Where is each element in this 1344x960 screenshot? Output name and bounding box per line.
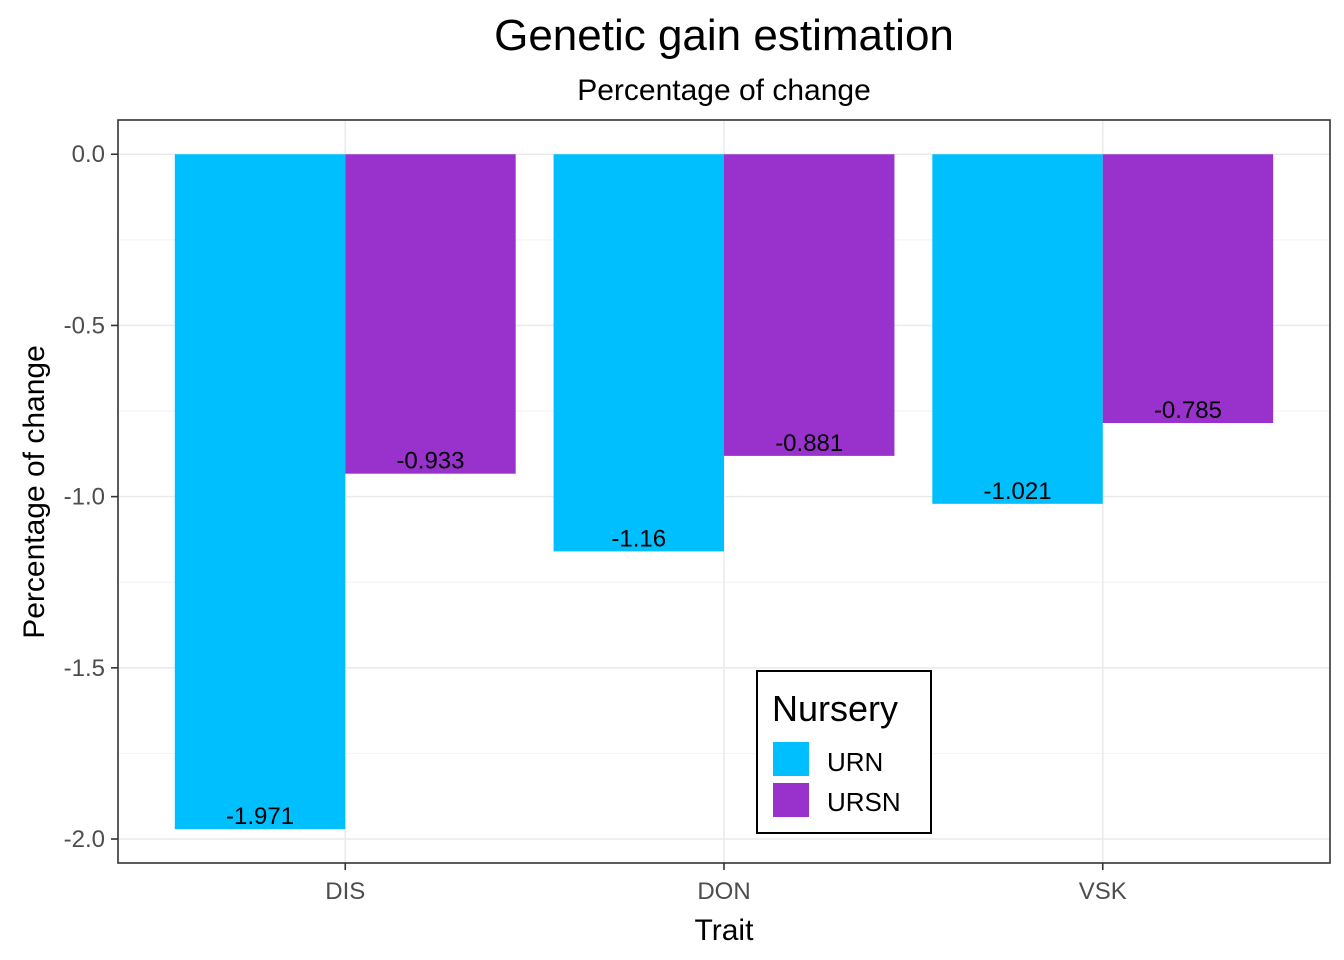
bar-ursn-vsk	[1102, 154, 1274, 424]
x-tick-label: DIS	[325, 878, 365, 905]
bar-ursn-don	[724, 154, 895, 456]
bar-ursn-dis	[345, 154, 516, 474]
legend-label-ursn: URSN	[827, 787, 901, 817]
y-axis: 0.0 -0.5 -1.0 -1.5 -2.0	[64, 141, 118, 853]
legend-swatch-urn	[773, 742, 809, 776]
chart-title: Genetic gain estimation	[494, 11, 954, 60]
y-axis-title: Percentage of change	[18, 345, 51, 639]
y-tick-label: -1.0	[64, 484, 105, 511]
bar-urn-dis	[174, 154, 346, 830]
data-labels: -1.971 -1.16 -1.021 -0.933 -0.881 -0.785	[226, 397, 1222, 830]
bar-urn-don	[553, 154, 724, 552]
chart-subtitle: Percentage of change	[577, 74, 871, 107]
data-label-urn-dis: -1.971	[226, 803, 294, 830]
y-tick-label: -1.5	[64, 655, 105, 682]
legend-title: Nursery	[772, 688, 898, 729]
data-label-ursn-don: -0.881	[775, 430, 843, 457]
legend-swatch-ursn	[773, 783, 809, 817]
data-label-ursn-dis: -0.933	[396, 448, 464, 475]
data-label-urn-vsk: -1.021	[984, 478, 1052, 505]
x-tick-label: VSK	[1079, 878, 1127, 905]
legend: Nursery URN URSN	[756, 670, 932, 834]
x-axis-title: Trait	[695, 914, 755, 947]
x-tick-label: DON	[697, 878, 750, 905]
y-tick-label: -0.5	[64, 312, 105, 339]
legend-label-urn: URN	[827, 747, 883, 777]
y-tick-label: 0.0	[72, 141, 105, 168]
bars	[174, 154, 1274, 830]
data-label-ursn-vsk: -0.785	[1154, 397, 1222, 424]
data-label-urn-don: -1.16	[611, 525, 666, 552]
x-axis: DIS DON VSK	[325, 863, 1127, 905]
bar-urn-vsk	[932, 154, 1103, 504]
y-tick-label: -2.0	[64, 826, 105, 853]
